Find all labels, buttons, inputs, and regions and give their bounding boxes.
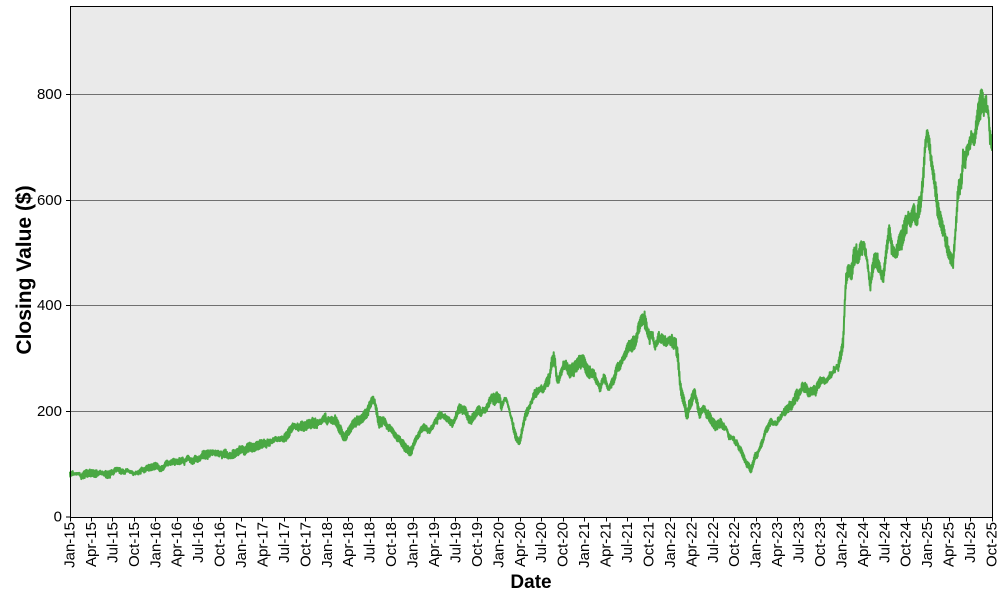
svg-text:Oct-20: Oct-20 bbox=[555, 522, 572, 567]
svg-text:Apr-16: Apr-16 bbox=[169, 522, 186, 567]
svg-text:Apr-20: Apr-20 bbox=[512, 522, 529, 567]
svg-text:Jul-24: Jul-24 bbox=[876, 522, 893, 563]
svg-text:Oct-15: Oct-15 bbox=[126, 522, 143, 567]
svg-text:Apr-22: Apr-22 bbox=[683, 522, 700, 567]
svg-text:Oct-21: Oct-21 bbox=[640, 522, 657, 567]
svg-text:Oct-18: Oct-18 bbox=[383, 522, 400, 567]
svg-text:Jul-18: Jul-18 bbox=[362, 522, 379, 563]
svg-text:Closing Value ($): Closing Value ($) bbox=[13, 185, 36, 354]
svg-text:Jul-20: Jul-20 bbox=[533, 522, 550, 563]
svg-text:Apr-15: Apr-15 bbox=[83, 522, 100, 567]
svg-text:Jan-21: Jan-21 bbox=[576, 522, 593, 568]
svg-text:Oct-19: Oct-19 bbox=[469, 522, 486, 567]
svg-text:Apr-19: Apr-19 bbox=[426, 522, 443, 567]
svg-text:Jul-19: Jul-19 bbox=[448, 522, 465, 563]
svg-text:Jul-16: Jul-16 bbox=[190, 522, 207, 563]
svg-text:Apr-25: Apr-25 bbox=[941, 522, 958, 567]
svg-text:Jul-23: Jul-23 bbox=[791, 522, 808, 563]
svg-text:Jan-17: Jan-17 bbox=[233, 522, 250, 568]
svg-text:Jan-24: Jan-24 bbox=[833, 522, 850, 568]
svg-text:Jan-18: Jan-18 bbox=[319, 522, 336, 568]
svg-text:Oct-25: Oct-25 bbox=[984, 522, 1000, 567]
svg-text:Jan-22: Jan-22 bbox=[662, 522, 679, 568]
svg-text:Jul-21: Jul-21 bbox=[619, 522, 636, 563]
svg-text:Apr-18: Apr-18 bbox=[340, 522, 357, 567]
svg-text:Jan-16: Jan-16 bbox=[147, 522, 164, 568]
svg-text:Jul-22: Jul-22 bbox=[705, 522, 722, 563]
svg-text:Jan-15: Jan-15 bbox=[62, 522, 79, 568]
svg-text:Oct-22: Oct-22 bbox=[726, 522, 743, 567]
svg-text:Apr-17: Apr-17 bbox=[255, 522, 272, 567]
svg-text:Oct-24: Oct-24 bbox=[898, 522, 915, 567]
svg-text:Jan-25: Jan-25 bbox=[919, 522, 936, 568]
svg-text:Jul-25: Jul-25 bbox=[962, 522, 979, 563]
svg-text:Apr-21: Apr-21 bbox=[598, 522, 615, 567]
svg-text:Oct-17: Oct-17 bbox=[297, 522, 314, 567]
svg-text:600: 600 bbox=[37, 192, 62, 209]
svg-text:Apr-23: Apr-23 bbox=[769, 522, 786, 567]
svg-text:Jan-23: Jan-23 bbox=[748, 522, 765, 568]
svg-text:Jan-20: Jan-20 bbox=[490, 522, 507, 568]
svg-text:800: 800 bbox=[37, 86, 62, 103]
svg-text:Apr-24: Apr-24 bbox=[855, 522, 872, 567]
svg-text:Jul-17: Jul-17 bbox=[276, 522, 293, 563]
svg-text:Date: Date bbox=[510, 572, 551, 593]
svg-text:Oct-23: Oct-23 bbox=[812, 522, 829, 567]
svg-text:200: 200 bbox=[37, 403, 62, 420]
svg-text:Oct-16: Oct-16 bbox=[212, 522, 229, 567]
svg-text:400: 400 bbox=[37, 297, 62, 314]
svg-text:Jul-15: Jul-15 bbox=[104, 522, 121, 563]
svg-text:Jan-19: Jan-19 bbox=[405, 522, 422, 568]
